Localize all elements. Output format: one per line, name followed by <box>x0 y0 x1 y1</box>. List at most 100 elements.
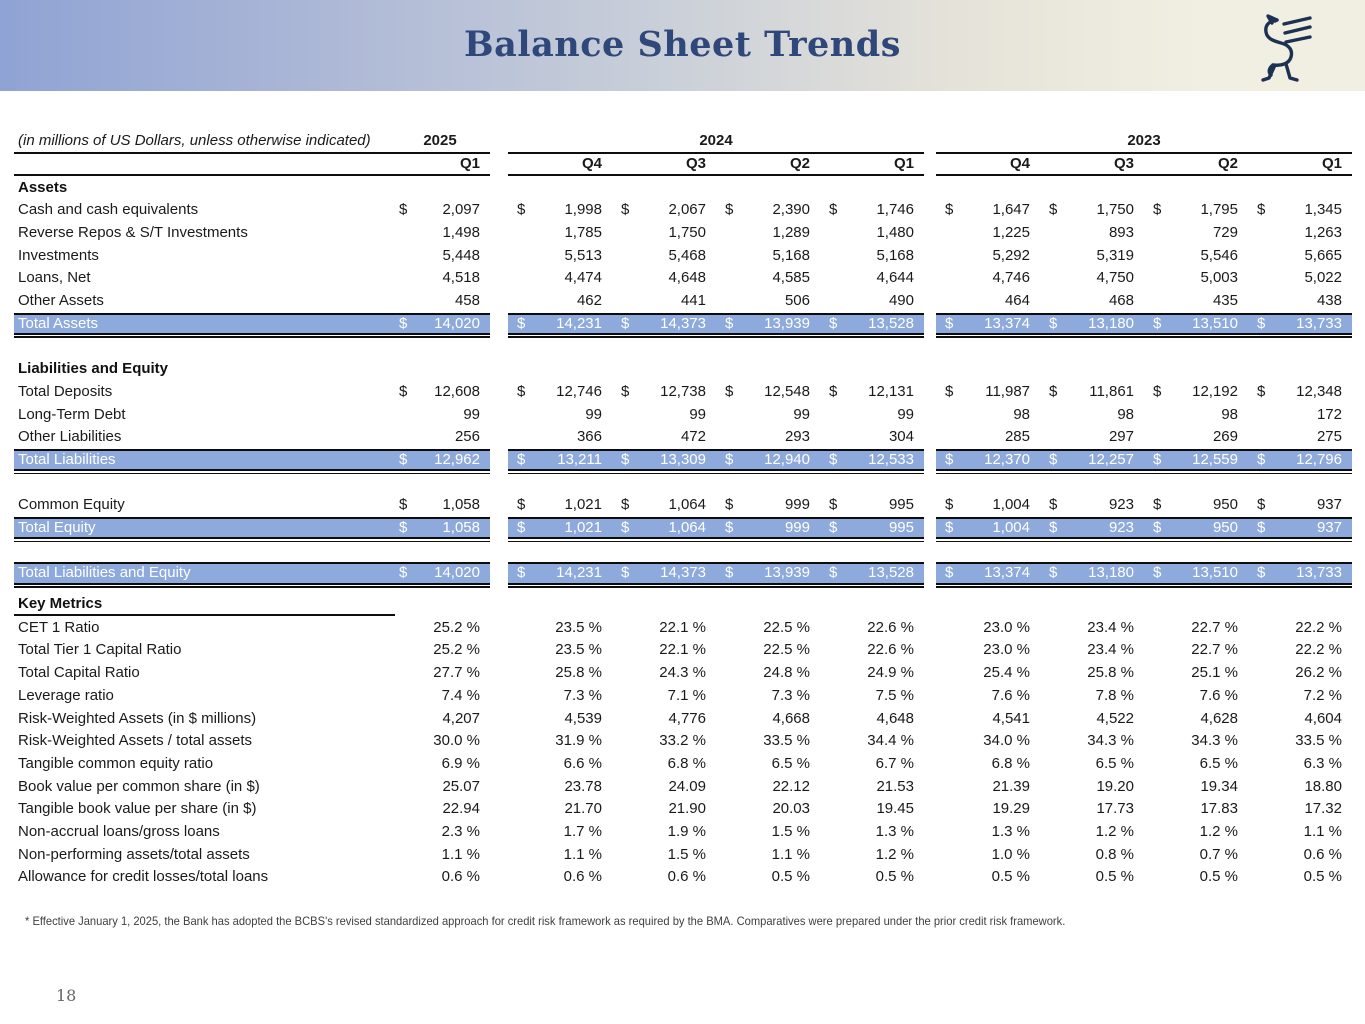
cell-value: 22.5 % <box>763 618 810 636</box>
cell-value: 13,939 <box>764 314 810 332</box>
cell-value: 23.0 % <box>983 618 1030 636</box>
row-label: Risk-Weighted Assets (in $ millions) <box>18 709 257 727</box>
dollar-sign: $ <box>517 382 526 400</box>
cell-value: 7.3 % <box>563 686 602 704</box>
cell-value: 472 <box>680 428 706 446</box>
cell-value: 0.5 % <box>1303 868 1342 886</box>
cell-value: 22.2 % <box>1295 641 1342 659</box>
value-cell: 297 <box>1040 427 1144 447</box>
quarter-label-cell: Q2 <box>1144 154 1248 174</box>
section-header-row: Key Metrics <box>14 594 1352 617</box>
value-cell: 1.5 % <box>716 822 820 842</box>
value-cell: 256 <box>390 427 490 447</box>
cell-value: 1,647 <box>992 201 1030 219</box>
cell-value: 5,003 <box>1200 269 1238 287</box>
cell-value: 1,058 <box>442 496 480 514</box>
cell-value: 14,373 <box>660 314 706 332</box>
value-cell: 18.80 <box>1248 777 1352 797</box>
value-cell: 4,474 <box>508 268 612 288</box>
cell-value: 14,231 <box>556 314 602 332</box>
cell-value: 1.1 % <box>563 845 602 863</box>
cell-value: 1,345 <box>1304 201 1342 219</box>
dollar-sign: $ <box>1049 201 1058 219</box>
cell-value: 1,004 <box>992 519 1030 537</box>
value-cell: 99 <box>612 405 716 425</box>
cell-value: 6.3 % <box>1303 754 1342 772</box>
value-cell: 275 <box>1248 427 1352 447</box>
value-cell: 30.0 % <box>390 731 490 751</box>
table-row: Reverse Repos & S/T Investments 1,498 1,78… <box>14 222 1352 245</box>
cell-value: 24.09 <box>668 777 706 795</box>
value-cell: 34.0 % <box>936 731 1040 751</box>
cell-value: 13,733 <box>1296 314 1342 332</box>
cell-value: 20.03 <box>772 800 810 818</box>
cell-value: 995 <box>888 496 914 514</box>
section-header-row: Assets <box>14 176 1352 199</box>
cell-value: 4,207 <box>442 709 480 727</box>
dollar-sign: $ <box>829 519 838 537</box>
value-cell: 23.4 % <box>1040 618 1144 638</box>
value-cell: 0.6 % <box>390 867 490 887</box>
cell-value: 17.83 <box>1200 800 1238 818</box>
section-title: Assets <box>18 178 68 196</box>
dollar-sign: $ <box>829 450 838 468</box>
value-cell: $13,528 <box>820 563 924 583</box>
value-cell: 458 <box>390 291 490 311</box>
value-cell: $13,939 <box>716 314 820 334</box>
row-label: Total Deposits <box>18 382 113 400</box>
table-row: Risk-Weighted Assets (in $ millions) 4,20… <box>14 707 1352 730</box>
cell-value: 12,796 <box>1296 450 1342 468</box>
quarter-label-cell: Q1 <box>820 154 924 174</box>
cell-value: 99 <box>689 405 706 423</box>
value-cell: $1,647 <box>936 200 1040 220</box>
value-cell: 6.8 % <box>612 754 716 774</box>
cell-value: 12,257 <box>1088 450 1134 468</box>
value-cell: 4,750 <box>1040 268 1144 288</box>
value-cell: 24.3 % <box>612 663 716 683</box>
value-cell: 19.34 <box>1144 777 1248 797</box>
value-cell: $12,192 <box>1144 382 1248 402</box>
cell-value: 4,628 <box>1200 709 1238 727</box>
cell-value: 0.5 % <box>771 868 810 886</box>
cell-value: 17.73 <box>1096 800 1134 818</box>
cell-value: 4,750 <box>1096 269 1134 287</box>
value-cell: 5,022 <box>1248 268 1352 288</box>
value-cell: $1,998 <box>508 200 612 220</box>
cell-value: 14,373 <box>660 564 706 582</box>
griffin-icon <box>1261 14 1312 82</box>
cell-value: 23.0 % <box>983 641 1030 659</box>
dollar-sign: $ <box>1257 496 1266 514</box>
value-cell: 1.2 % <box>1144 822 1248 842</box>
cell-value: 0.5 % <box>875 868 914 886</box>
row-label: Common Equity <box>18 496 125 514</box>
value-cell: 25.07 <box>390 777 490 797</box>
cell-value: 22.6 % <box>867 641 914 659</box>
cell-value: 435 <box>1212 292 1238 310</box>
cell-value: 13,180 <box>1088 564 1134 582</box>
value-cell: 4,776 <box>612 709 716 729</box>
dollar-sign: $ <box>1153 201 1162 219</box>
value-cell: 22.2 % <box>1248 618 1352 638</box>
cell-value: 462 <box>576 292 602 310</box>
cell-value: 33.2 % <box>659 732 706 750</box>
dollar-sign: $ <box>725 564 734 582</box>
cell-value: 12,131 <box>868 382 914 400</box>
value-cell: 1,289 <box>716 223 820 243</box>
value-cell: $999 <box>716 495 820 515</box>
cell-value: 22.7 % <box>1191 618 1238 636</box>
value-cell: 22.12 <box>716 777 820 797</box>
dollar-sign: $ <box>945 201 954 219</box>
cell-value: 23.4 % <box>1087 641 1134 659</box>
cell-value: 12,608 <box>434 382 480 400</box>
value-cell: $11,861 <box>1040 382 1144 402</box>
cell-value: 937 <box>1316 496 1342 514</box>
value-cell: 464 <box>936 291 1040 311</box>
dollar-sign: $ <box>1257 564 1266 582</box>
cell-value: 4,644 <box>876 269 914 287</box>
value-cell: 2.3 % <box>390 822 490 842</box>
value-cell: 5,665 <box>1248 246 1352 266</box>
value-cell: $1,795 <box>1144 200 1248 220</box>
cell-value: 923 <box>1108 519 1134 537</box>
table-row: Investments 5,448 5,513 5,468 5,168 5,168 5,29… <box>14 244 1352 267</box>
value-cell: 33.5 % <box>716 731 820 751</box>
